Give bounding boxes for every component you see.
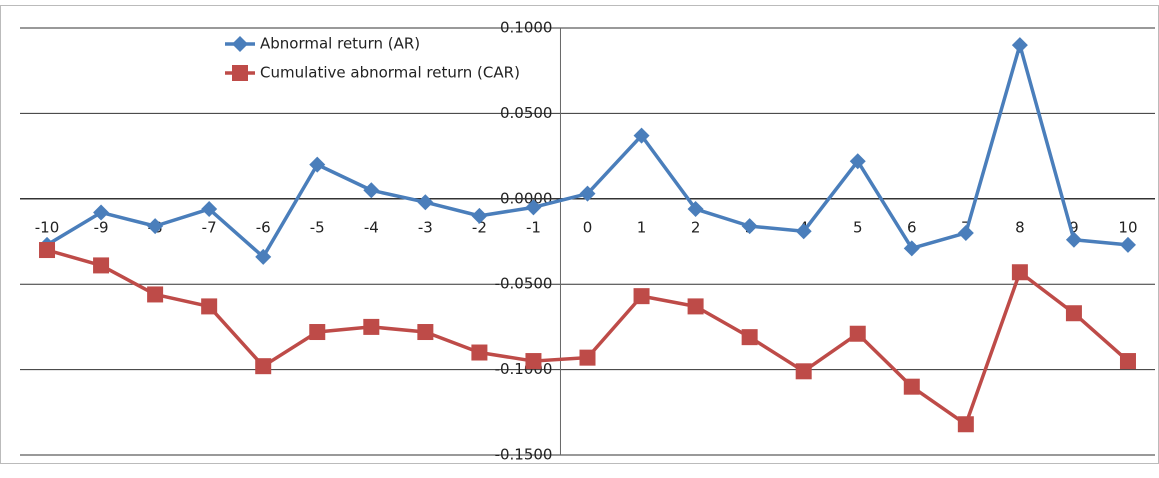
x-tick-label: 5 (853, 218, 863, 236)
chart-border (0, 5, 1159, 464)
diamond-marker (741, 218, 758, 235)
square-marker (795, 363, 812, 380)
diamond-marker (633, 127, 650, 144)
square-marker (309, 324, 326, 341)
x-tick-label: -4 (364, 218, 379, 236)
square-marker (201, 298, 218, 315)
legend-label: Abnormal return (AR) (260, 35, 420, 53)
x-tick-label: 9 (1069, 218, 1079, 236)
square-marker (147, 286, 164, 303)
square-marker (232, 65, 248, 81)
x-tick-label: 8 (1015, 218, 1025, 236)
x-tick-label: -9 (94, 218, 109, 236)
y-tick-label: -0.1500 (495, 446, 553, 464)
x-tick-label: -6 (256, 218, 271, 236)
square-marker (687, 298, 704, 315)
diamond-marker (1119, 236, 1136, 253)
square-marker (417, 324, 434, 341)
diamond-marker (579, 185, 596, 202)
square-marker (525, 353, 542, 370)
diamond-marker (1011, 37, 1028, 54)
square-marker (741, 329, 758, 346)
square-marker (471, 344, 488, 361)
y-tick-label: -0.1000 (495, 360, 553, 378)
x-tick-label: 1 (637, 218, 647, 236)
diamond-marker (795, 223, 812, 240)
square-marker (579, 349, 596, 366)
x-tick-label: 2 (691, 218, 701, 236)
diamond-marker (147, 218, 164, 235)
diamond-marker (525, 199, 542, 216)
square-marker (957, 416, 974, 433)
square-marker (849, 325, 866, 342)
diamond-marker (363, 182, 380, 199)
x-tick-label: -3 (418, 218, 433, 236)
diamond-marker (687, 201, 704, 218)
diamond-marker (201, 201, 218, 218)
x-tick-label: -1 (526, 218, 541, 236)
square-marker (1065, 305, 1082, 322)
y-tick-label: 0.1000 (500, 19, 553, 37)
diamond-marker (1065, 231, 1082, 248)
square-marker (255, 358, 272, 375)
x-tick-label: -7 (202, 218, 217, 236)
x-tick-label: -2 (472, 218, 487, 236)
series-line (46, 248, 1130, 427)
square-marker (93, 257, 110, 274)
diamond-marker (309, 156, 326, 173)
legend-label: Cumulative abnormal return (CAR) (260, 64, 520, 82)
diamond-marker (255, 248, 272, 265)
y-tick-label: 0.0500 (500, 104, 553, 122)
y-tick-label: -0.0500 (495, 275, 553, 293)
square-marker (363, 318, 380, 335)
square-marker (633, 288, 650, 305)
diamond-marker (957, 224, 974, 241)
diamond-marker (417, 194, 434, 211)
x-tick-label: 0 (583, 218, 593, 236)
x-tick-label: 6 (907, 218, 917, 236)
diamond-marker (471, 207, 488, 224)
x-tick-label: 10 (1118, 218, 1137, 236)
x-tick-label: -5 (310, 218, 325, 236)
diamond-marker (849, 153, 866, 170)
square-marker (39, 242, 56, 259)
square-marker (903, 378, 920, 395)
diamond-marker (232, 36, 248, 52)
square-marker (1011, 264, 1028, 281)
diamond-marker (93, 204, 110, 221)
x-tick-label: -10 (35, 218, 60, 236)
diamond-marker (903, 240, 920, 257)
square-marker (1119, 353, 1136, 370)
